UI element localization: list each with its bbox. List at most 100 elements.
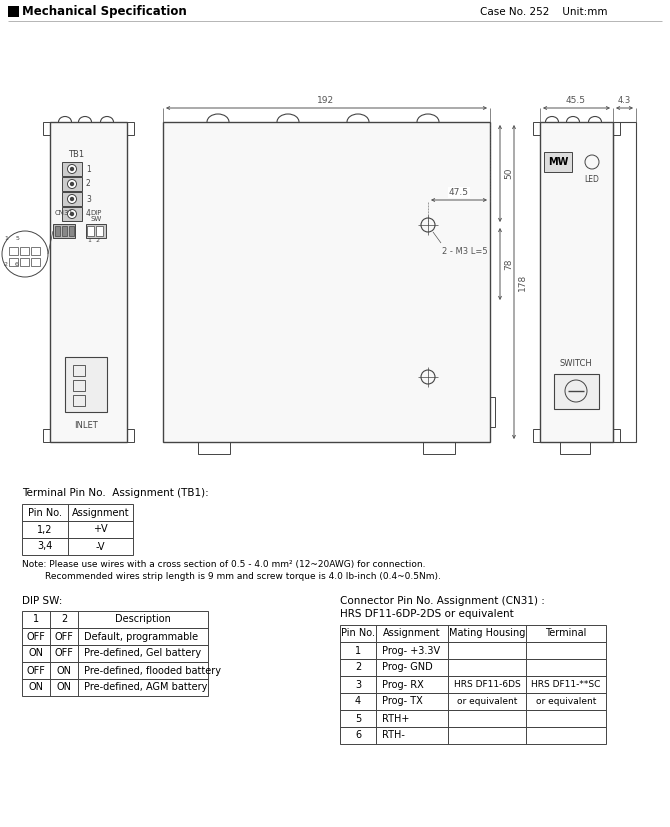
Text: 50: 50 [504,168,513,179]
Text: RTH+: RTH+ [382,714,409,724]
Bar [554,374,599,409]
Text: 2: 2 [96,237,100,242]
Circle shape [68,179,76,189]
Text: CN31: CN31 [54,210,74,216]
Text: Pre-defined, AGM battery: Pre-defined, AGM battery [84,682,208,692]
Text: OFF: OFF [27,632,46,642]
Bar [490,397,495,427]
Bar [22,628,208,645]
Bar [22,662,208,679]
Bar [340,676,606,693]
Bar [533,122,540,135]
Text: 2: 2 [61,614,67,624]
Text: LED: LED [584,175,600,184]
Bar [340,642,606,659]
Text: Mating Housing: Mating Housing [449,629,525,638]
Text: Pin No.: Pin No. [28,508,62,518]
Text: Pin No.: Pin No. [341,629,375,638]
Bar [560,442,590,454]
Circle shape [70,213,74,216]
Bar [22,538,133,555]
Text: 4: 4 [86,209,91,218]
Text: 3: 3 [355,680,361,690]
Bar [62,192,82,206]
Circle shape [68,209,76,218]
Text: OFF: OFF [54,632,74,642]
Text: Pre-defined, Gel battery: Pre-defined, Gel battery [84,648,201,658]
Bar [423,442,455,454]
Text: 47.5: 47.5 [449,188,469,197]
Circle shape [68,194,76,203]
Bar [340,727,606,744]
Bar [50,122,127,442]
Text: 6: 6 [15,262,19,267]
Bar [62,177,82,191]
Text: Prog- TX: Prog- TX [382,696,423,706]
Bar [43,429,50,442]
Text: Prog- GND: Prog- GND [382,662,433,672]
Text: Case No. 252    Unit:mm: Case No. 252 Unit:mm [480,7,608,17]
Text: or equivalent: or equivalent [536,697,596,706]
Text: 1: 1 [355,646,361,656]
Bar [53,224,75,238]
Bar [22,611,208,628]
Text: OFF: OFF [27,666,46,676]
Text: OFF: OFF [54,648,74,658]
Circle shape [70,183,74,185]
Text: 6: 6 [355,730,361,740]
Bar [20,258,29,266]
Bar [62,207,82,221]
Bar [31,258,40,266]
Text: Prog- +3.3V: Prog- +3.3V [382,646,440,656]
Circle shape [70,168,74,170]
Bar [73,395,85,406]
Text: RTH-: RTH- [382,730,405,740]
Bar [73,380,85,391]
Text: 3,4: 3,4 [38,542,53,552]
Bar [198,442,230,454]
Text: ON: ON [29,682,44,692]
Text: DIP SW:: DIP SW: [22,596,62,606]
Text: 4.3: 4.3 [617,96,630,105]
Bar [544,152,572,172]
Bar [613,122,636,442]
Bar [9,247,18,255]
Bar [73,365,85,376]
Bar [87,226,94,236]
Text: Recommended wires strip length is 9 mm and screw torque is 4.0 lb-inch (0.4~0.5N: Recommended wires strip length is 9 mm a… [22,572,441,581]
Circle shape [68,165,76,174]
Text: Assignment: Assignment [72,508,129,518]
Text: 1: 1 [86,165,90,174]
Text: 78: 78 [504,258,513,270]
Text: 3: 3 [86,194,91,203]
Bar [540,122,613,442]
Bar [533,429,540,442]
Text: -V: -V [96,542,105,552]
Bar [613,122,620,135]
Text: Mechanical Specification: Mechanical Specification [22,6,187,18]
Bar [9,258,18,266]
Bar [55,226,60,236]
Bar [340,710,606,727]
Text: HRS DF11-6DS: HRS DF11-6DS [454,680,521,689]
Bar [127,122,134,135]
Text: or equivalent: or equivalent [457,697,517,706]
Text: DIP: DIP [90,210,102,216]
Text: 4: 4 [355,696,361,706]
Text: Terminal Pin No.  Assignment (TB1):: Terminal Pin No. Assignment (TB1): [22,488,209,498]
Text: ON: ON [56,682,72,692]
Bar [62,226,67,236]
Text: 2: 2 [355,662,361,672]
Text: Connector Pin No. Assignment (CN31) :: Connector Pin No. Assignment (CN31) : [340,596,545,606]
Bar [96,226,103,236]
Bar [22,521,133,538]
Text: 45.5: 45.5 [566,96,586,105]
Text: 2: 2 [4,262,8,267]
Bar [127,429,134,442]
Bar [340,625,606,642]
Text: +V: +V [93,524,108,534]
Text: 1: 1 [4,236,8,241]
Text: Terminal: Terminal [545,629,587,638]
Text: Note: Please use wires with a cross section of 0.5 - 4.0 mm² (12~20AWG) for conn: Note: Please use wires with a cross sect… [22,560,425,569]
Text: Assignment: Assignment [383,629,441,638]
